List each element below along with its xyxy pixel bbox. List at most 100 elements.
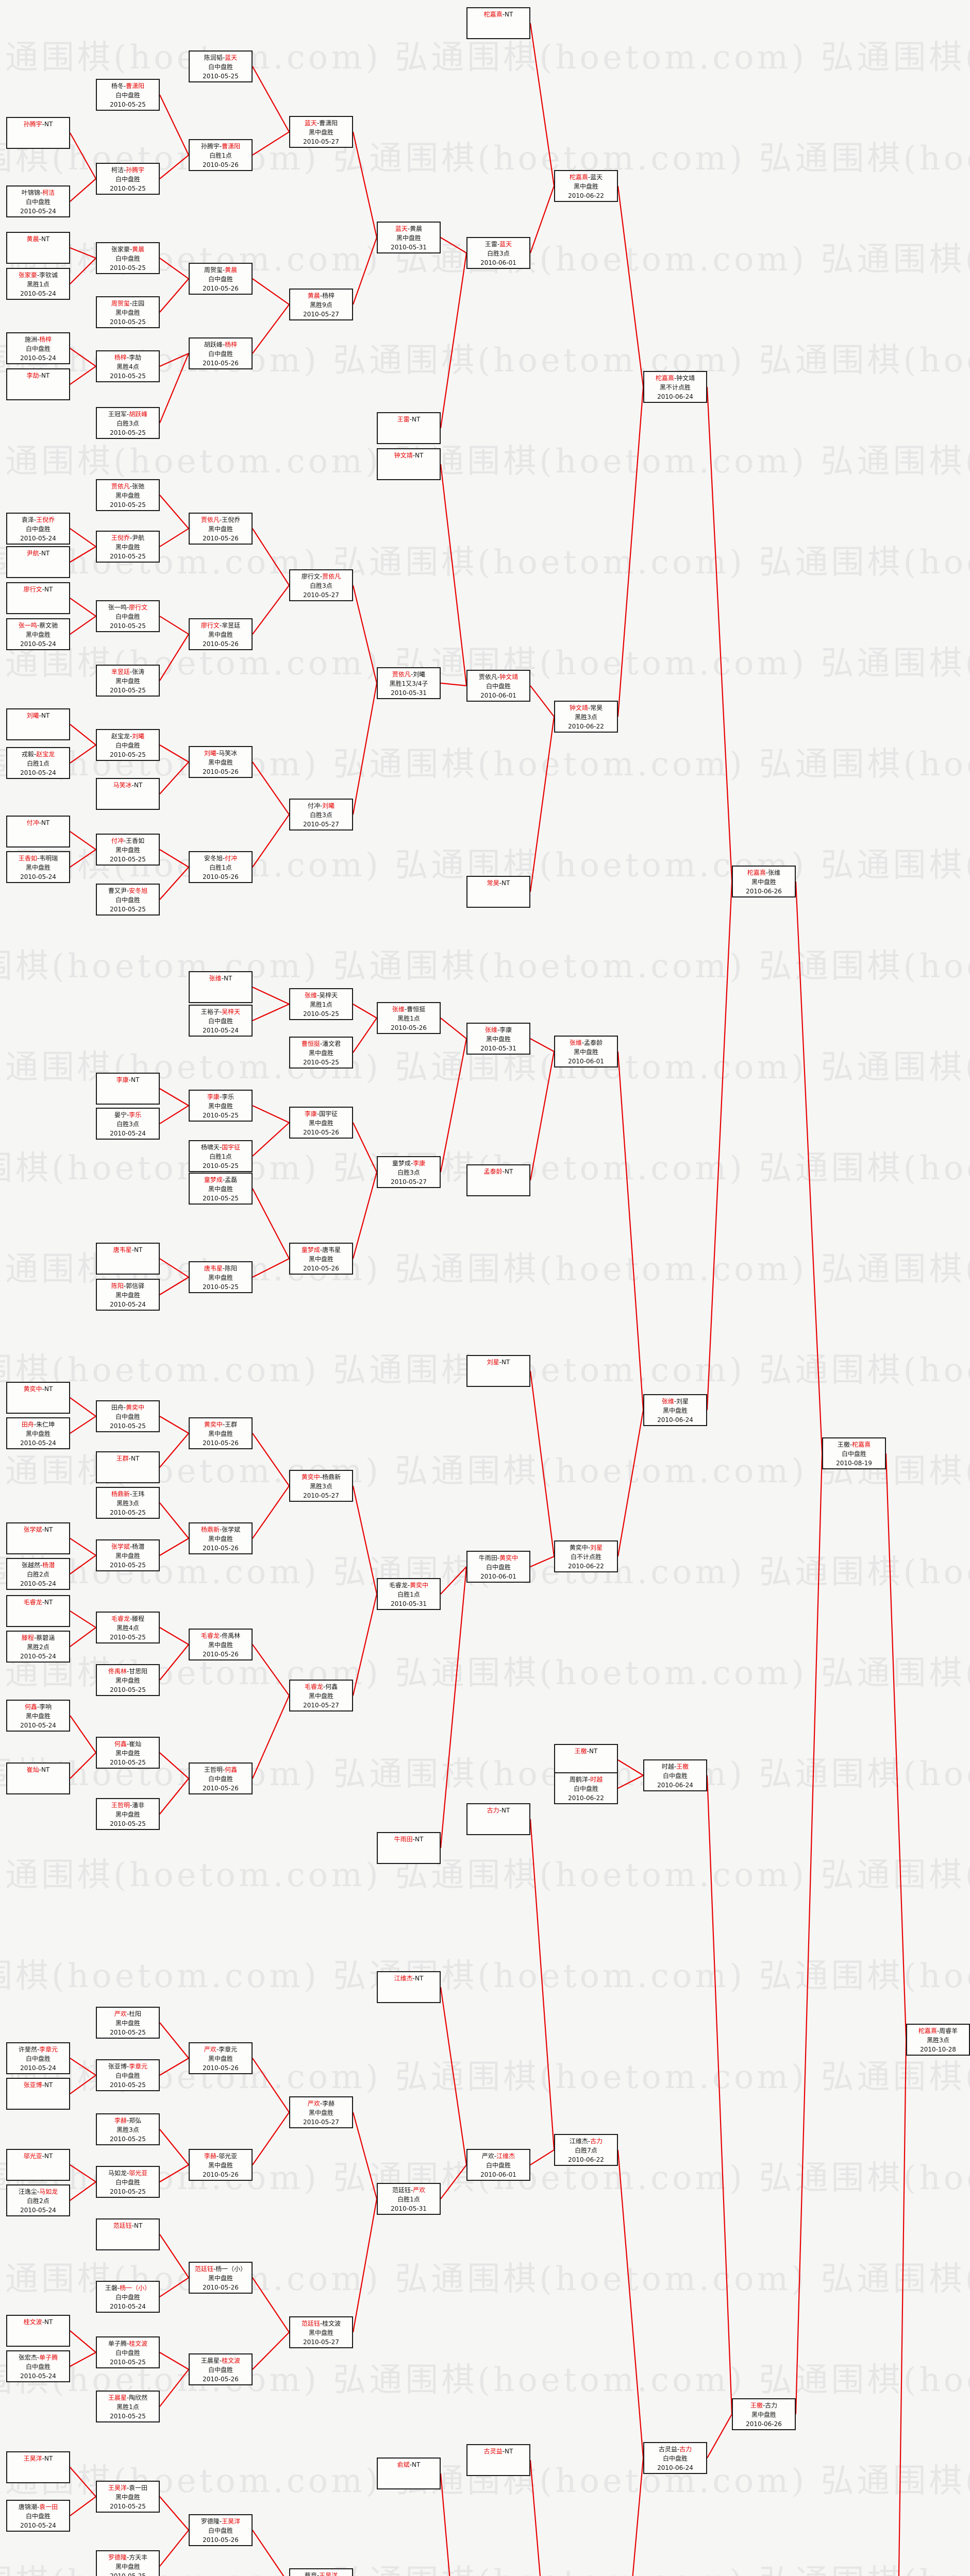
match-box: 付冲-刘曦 白胜3点 2010-05-27: [289, 799, 353, 831]
bye-box: 江维杰-NT: [377, 1971, 441, 2003]
winner-advance-line: [440, 682, 467, 687]
matchup-players: 李康-李乐: [207, 1093, 235, 1100]
matchup-players: 付冲-王香如: [111, 837, 145, 844]
match-result: 白中盘胜: [115, 92, 140, 99]
winner-advance-line: [70, 2075, 96, 2094]
match-date: 2010-05-25: [110, 185, 146, 192]
match-date: 2010-05-25: [110, 1634, 146, 1641]
match-result: 黑中盘胜: [208, 1103, 233, 1110]
match-box: 蓝天-曹潇阳 黑中盘胜 2010-05-27: [289, 116, 353, 148]
matchup-players: 滕程-蔡碧涵: [21, 1634, 55, 1641]
match-box: 王哲明-何鑫 白中盘胜 2010-05-26: [189, 1762, 253, 1794]
match-box: 柯洁-孙腾宇 白中盘胜 2010-05-25: [96, 163, 160, 195]
matchup-players: 柁嘉熹-周睿羊: [918, 2027, 958, 2035]
match-result: 白中盘胜: [25, 198, 51, 206]
winner-advance-line: [159, 528, 189, 547]
matchup-players: 马如龙-邬光亚: [108, 2170, 148, 2177]
match-box: 张宏杰-单子腾 白中盘胜 2010-05-24: [6, 2350, 70, 2382]
bye-box: 张学斌-NT: [6, 1522, 70, 1554]
winner-advance-line: [159, 258, 189, 279]
winner-advance-line: [617, 2149, 644, 2459]
match-box: 杨冬-曹潇阳 白中盘胜 2010-05-25: [96, 79, 160, 111]
bye-box: 刘星-NT: [466, 1355, 530, 1387]
matchup-players: 赵宝龙-刘曦: [111, 733, 145, 740]
match-date: 2010-05-25: [110, 856, 146, 863]
matchup-players: 王檄-柁嘉熹: [837, 1441, 871, 1448]
match-result: 白中盘胜: [25, 2055, 51, 2062]
match-box: 杨啸天-国宇征 白胜1点 2010-05-25: [189, 1140, 253, 1172]
matchup-players: 钟文靖-常昊: [569, 704, 603, 711]
winner-advance-line: [252, 2277, 290, 2333]
winner-advance-line: [440, 2473, 450, 2576]
winner-advance-line: [159, 1105, 189, 1124]
match-date: 2010-08-19: [836, 1460, 872, 1467]
match-result: 白中盘胜: [25, 526, 51, 533]
winner-advance-line: [159, 2129, 189, 2165]
bye-box: 王檄-NT: [554, 1744, 618, 1776]
matchup-players: 毛睿龙-黄奕中: [389, 1582, 429, 1589]
match-result: 黑中盘胜: [25, 1430, 51, 1437]
watermark-text: 弘通围棋(hoetom.com) 弘通围棋(hoetom.com) 弘通围棋(h…: [0, 544, 970, 582]
match-box: 柁嘉熹-蓝天 黑中盘胜 2010-06-22: [554, 170, 618, 202]
match-box: 李康-国宇征 黑中盘胜 2010-05-26: [289, 1107, 353, 1139]
match-box: 张维-吴梓天 黑胜1点 2010-05-25: [289, 988, 353, 1020]
match-box: 张越然-杨潜 白胜2点 2010-05-24: [6, 1558, 70, 1590]
match-result: 白中盘胜: [208, 2527, 233, 2534]
match-result: 黑胜3点: [116, 1500, 139, 1507]
matchup-players: 孟泰龄-NT: [483, 1168, 513, 1175]
matchup-players: 刘曦-NT: [26, 712, 50, 719]
winner-advance-line: [159, 94, 189, 156]
matchup-players: 孙腾宇-NT: [23, 121, 53, 128]
match-date: 2010-05-24: [20, 1653, 56, 1660]
match-box: 袁泽-王倪乔 白中盘胜 2010-05-24: [6, 513, 70, 545]
winner-advance-line: [530, 1555, 555, 1568]
match-box: 陈阳-郭信驿 黑中盘胜 2010-05-24: [96, 1279, 160, 1311]
match-box: 柁嘉熹-张维 黑中盘胜 2010-06-26: [732, 866, 796, 897]
winner-advance-line: [70, 2330, 96, 2353]
match-box: 毛睿龙-滕程 黑胜4点 2010-05-25: [96, 1612, 160, 1643]
match-box: 严欢-江维杰 白中盘胜 2010-06-01: [466, 2149, 530, 2181]
matchup-players: 蓝天-曹潇阳: [304, 120, 338, 127]
match-date: 2010-06-26: [746, 2420, 782, 2428]
winner-advance-line: [530, 1038, 555, 1052]
matchup-players: 王昊洋-NT: [23, 2455, 53, 2462]
matchup-players: 柁嘉熹-蓝天: [569, 174, 603, 181]
match-date: 2010-06-01: [480, 259, 516, 266]
winner-advance-line: [252, 2112, 290, 2165]
match-date: 2010-05-25: [203, 73, 239, 80]
matchup-players: 汪逸尘-马如龙: [18, 2188, 58, 2195]
match-box: 胡跃峰-杨梓 白中盘胜 2010-05-26: [189, 337, 253, 369]
winner-advance-line: [70, 744, 96, 764]
match-result: 黑中盘胜: [208, 1641, 233, 1649]
bye-box: 俞斌-NT: [377, 2458, 441, 2489]
matchup-players: 周贺玺-庄园: [111, 300, 145, 307]
match-result: 黑中盘胜: [115, 677, 140, 685]
match-box: 曹恒挺-潘文君 黑中盘胜 2010-05-25: [289, 1037, 353, 1069]
match-box: 廖行文-贾依凡 白胜3点 2010-05-27: [289, 569, 353, 601]
winner-advance-line: [159, 634, 189, 681]
bye-box: 王雷-NT: [377, 412, 441, 444]
winner-advance-line: [159, 353, 190, 423]
winner-advance-line: [159, 2164, 189, 2182]
winner-advance-line: [159, 1538, 189, 1556]
match-box: 范廷钰-桂文波 黑中盘胜 2010-05-27: [289, 2316, 353, 2348]
winner-advance-line: [70, 366, 96, 385]
match-box: 范廷钰-严欢 白胜1点 2010-05-31: [377, 2183, 441, 2215]
matchup-players: 王雷-蓝天: [484, 241, 512, 248]
matchup-players: 王香如-韦明瑞: [18, 855, 58, 862]
matchup-players: 张一鸣-廖行文: [108, 604, 148, 611]
match-result: 黑胜1点: [397, 1015, 420, 1022]
match-result: 白中盘胜: [115, 2179, 140, 2186]
match-date: 2010-05-25: [110, 2188, 146, 2195]
winner-advance-line: [352, 585, 378, 684]
matchup-players: 王晨星-桂文波: [200, 2357, 241, 2364]
matchup-players: 邬光亚-NT: [23, 2153, 53, 2160]
match-result: 白中盘胜: [486, 683, 511, 690]
match-result: 黑中盘胜: [308, 2329, 333, 2336]
matchup-players: 李康-NT: [116, 1076, 140, 1083]
matchup-players: 范廷钰-严欢: [392, 2187, 426, 2194]
winner-advance-line: [70, 132, 96, 179]
match-box: 张家豪-黄晨 白中盘胜 2010-05-25: [96, 242, 160, 274]
matchup-players: 严欢-杜阳: [114, 2010, 142, 2018]
match-result: 白胜1点: [209, 152, 232, 159]
